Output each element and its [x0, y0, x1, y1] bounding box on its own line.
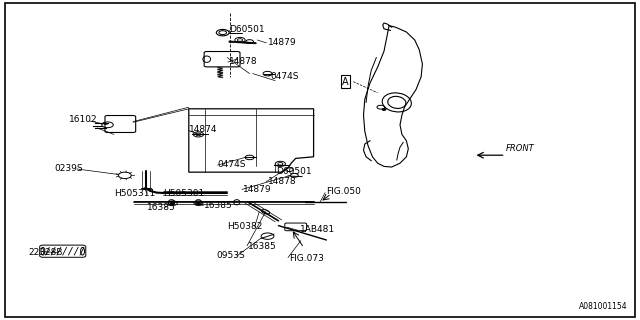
- Text: 0953S: 0953S: [216, 252, 245, 260]
- Text: 14879: 14879: [243, 185, 272, 194]
- Text: A081001154: A081001154: [579, 302, 627, 311]
- Text: 14879: 14879: [268, 38, 296, 47]
- Text: 1AB481: 1AB481: [300, 225, 335, 234]
- FancyBboxPatch shape: [40, 245, 86, 257]
- Circle shape: [219, 31, 227, 35]
- Text: 16102: 16102: [69, 116, 98, 124]
- Circle shape: [196, 202, 200, 204]
- Text: 16385: 16385: [248, 242, 277, 251]
- FancyBboxPatch shape: [204, 52, 240, 67]
- Text: FRONT: FRONT: [506, 144, 534, 153]
- Text: D60501: D60501: [229, 25, 265, 34]
- Text: FIG.073: FIG.073: [289, 254, 324, 263]
- Text: 0239S: 0239S: [54, 164, 83, 173]
- Text: H50382: H50382: [227, 222, 262, 231]
- Text: 22328B: 22328B: [29, 248, 63, 257]
- Circle shape: [171, 202, 175, 204]
- FancyBboxPatch shape: [105, 116, 136, 132]
- Text: 14878: 14878: [229, 57, 258, 66]
- Text: D60501: D60501: [276, 167, 312, 176]
- Text: H505311: H505311: [114, 189, 155, 198]
- Text: A: A: [342, 76, 349, 87]
- Text: FIG.050: FIG.050: [326, 187, 361, 196]
- Circle shape: [382, 108, 386, 110]
- Polygon shape: [189, 109, 314, 172]
- Text: 16385: 16385: [204, 201, 232, 210]
- Text: 14874: 14874: [189, 125, 218, 134]
- Text: H505301: H505301: [163, 189, 204, 198]
- Text: 14878: 14878: [268, 177, 296, 186]
- Text: 16385: 16385: [147, 204, 176, 212]
- FancyBboxPatch shape: [285, 223, 307, 231]
- Text: 0474S: 0474S: [218, 160, 246, 169]
- Text: 0474S: 0474S: [270, 72, 299, 81]
